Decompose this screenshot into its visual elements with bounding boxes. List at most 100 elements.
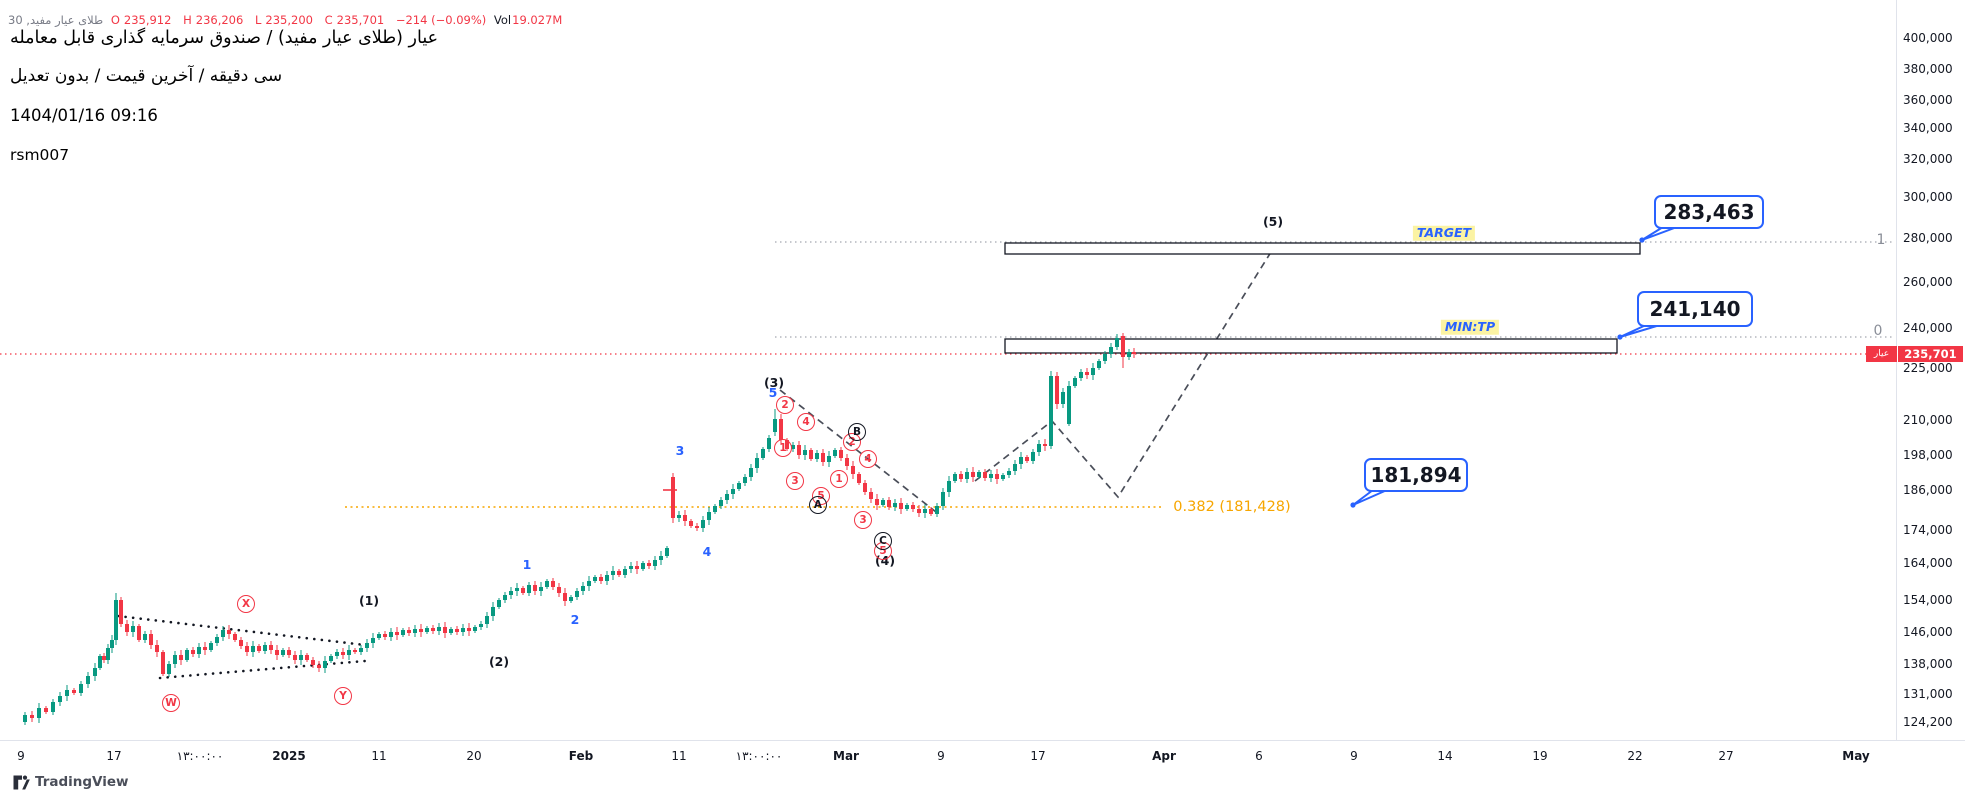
price-axis-label: 210,000 xyxy=(1903,413,1953,427)
dashed-projection-line[interactable] xyxy=(974,251,1272,499)
candle-body xyxy=(461,628,465,632)
candle-body xyxy=(245,646,249,652)
candle-body xyxy=(143,634,147,640)
candle-body xyxy=(179,655,183,660)
target-box[interactable] xyxy=(1004,242,1641,255)
symbol-name[interactable]: طلای عیار مفید, 30 xyxy=(8,13,104,27)
candle-body xyxy=(197,647,201,654)
dashed-projection-line[interactable] xyxy=(779,389,937,513)
candle-body xyxy=(947,481,951,492)
high-label: H xyxy=(183,13,192,27)
low-label: L xyxy=(254,13,262,27)
time-axis-label: Mar xyxy=(833,749,859,763)
candle-body xyxy=(785,440,789,449)
candle-body xyxy=(1132,352,1136,354)
price-callout[interactable] xyxy=(1637,291,1753,327)
price-callout[interactable] xyxy=(1364,458,1468,492)
candle-body xyxy=(839,450,843,458)
candle-body xyxy=(935,506,939,514)
candle-body xyxy=(515,588,519,591)
dotted-trendline[interactable] xyxy=(158,659,367,680)
candle-body xyxy=(413,629,417,633)
time-axis-label: May xyxy=(1842,749,1870,763)
candle-body xyxy=(275,650,279,655)
candle-body xyxy=(443,627,447,633)
candle-body xyxy=(569,597,573,601)
candle-body xyxy=(227,630,231,634)
candle-body xyxy=(185,650,189,660)
candle-body xyxy=(503,595,507,600)
candle-body xyxy=(827,456,831,462)
candle-body xyxy=(929,509,933,514)
candle-body xyxy=(395,632,399,635)
candle-body xyxy=(1031,452,1035,461)
candle-body xyxy=(353,650,357,652)
candle-body xyxy=(167,664,171,674)
time-axis-label: 9 xyxy=(1350,749,1358,763)
candle-body xyxy=(449,629,453,633)
candle-body xyxy=(593,577,597,581)
candle-body xyxy=(72,690,76,693)
price-axis-label: 174,000 xyxy=(1903,523,1953,537)
time-axis-label: 17 xyxy=(1030,749,1046,763)
candle-body xyxy=(37,708,41,718)
candle-body xyxy=(533,585,537,591)
candle-body xyxy=(1013,464,1017,471)
symbol-legend[interactable]: طلای عیار مفید, 30 O 235,912 H 236,206 L 23… xyxy=(8,13,566,27)
callout-value: 283,463 xyxy=(1663,200,1754,224)
candle-body xyxy=(743,477,747,483)
tradingview-logo-icon xyxy=(13,775,30,789)
candle-body xyxy=(347,650,351,655)
candle-body xyxy=(1079,372,1083,378)
time-axis-label: 22 xyxy=(1627,749,1643,763)
candle-body xyxy=(389,632,393,637)
candle-body xyxy=(497,600,501,607)
candle-body xyxy=(749,468,753,477)
time-axis-divider xyxy=(0,740,1965,741)
min-tp-box[interactable] xyxy=(1004,338,1618,354)
candle-body xyxy=(653,560,657,566)
candle-body xyxy=(1007,471,1011,475)
callout-anchor-dot xyxy=(1350,502,1356,508)
candle-body xyxy=(473,627,477,631)
tradingview-logo[interactable]: TradingView xyxy=(13,774,129,790)
candle-body xyxy=(125,624,129,632)
price-callout[interactable] xyxy=(1654,195,1764,229)
candle-body xyxy=(905,505,909,509)
candle-body xyxy=(365,643,369,648)
candle-body xyxy=(857,474,861,483)
candle-body xyxy=(1073,378,1077,386)
candle-body xyxy=(911,505,915,509)
candle-body xyxy=(299,655,303,660)
candle-body xyxy=(821,453,825,462)
candle-body xyxy=(311,660,315,665)
price-axis-label: 280,000 xyxy=(1903,231,1953,245)
callout-anchor-dot xyxy=(1617,334,1623,340)
price-axis-label: 131,000 xyxy=(1903,687,1953,701)
open-label: O xyxy=(110,13,120,27)
candle-body xyxy=(635,566,639,569)
candle-body xyxy=(815,453,819,459)
candle-body xyxy=(989,474,993,478)
price-axis-label: 225,000 xyxy=(1903,361,1953,375)
candle-body xyxy=(191,650,195,654)
time-axis-label: 19 xyxy=(1532,749,1548,763)
candle-body xyxy=(647,563,651,566)
candle-body xyxy=(581,586,585,591)
price-axis-label: 124,200 xyxy=(1903,715,1953,729)
candle-body xyxy=(110,640,114,648)
callout-tail xyxy=(1352,489,1388,506)
time-axis-label: 11 xyxy=(671,749,687,763)
candle-body xyxy=(437,627,441,631)
candle-body xyxy=(98,656,102,668)
low-value: 235,200 xyxy=(265,13,313,27)
candle-body xyxy=(611,571,615,575)
candle-body xyxy=(1097,361,1101,368)
candle-body xyxy=(173,655,177,664)
candle-body xyxy=(102,656,106,660)
candle-body xyxy=(923,509,927,513)
candle-body xyxy=(941,492,945,506)
candle-body xyxy=(149,634,153,645)
candle-body xyxy=(86,676,90,684)
